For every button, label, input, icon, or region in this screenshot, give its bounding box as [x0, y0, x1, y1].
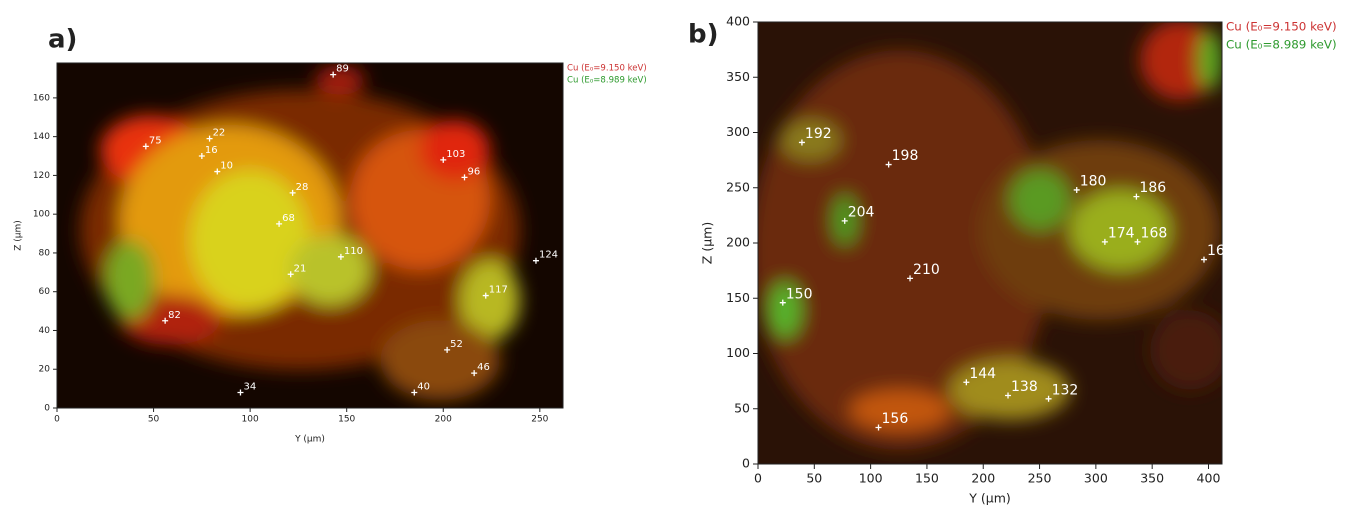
point-label: 192 — [805, 126, 832, 142]
point-label: 162 — [1207, 243, 1234, 259]
point-label: 204 — [848, 205, 875, 221]
y-tick-label: 140 — [33, 132, 50, 142]
y-tick-label: 60 — [39, 287, 51, 297]
point-label: 34 — [243, 381, 256, 392]
y-tick-label: 250 — [726, 179, 750, 194]
point-label: 210 — [913, 262, 940, 278]
y-tick-label: 400 — [726, 14, 750, 29]
point-label: 186 — [1139, 180, 1166, 196]
point-label: 110 — [344, 246, 363, 257]
point-label: 103 — [446, 149, 465, 160]
point-label: 16 — [205, 145, 218, 156]
legend-entry: Cu (E₀=8.989 keV) — [1226, 38, 1337, 52]
y-tick-label: 200 — [726, 235, 750, 250]
legend-entry: Cu (E₀=9.150 keV) — [567, 64, 647, 74]
y-tick-label: 350 — [726, 69, 750, 84]
legend-entry: Cu (E₀=8.989 keV) — [567, 76, 647, 86]
point-label: 144 — [969, 366, 996, 382]
x-axis-label: Y (μm) — [294, 435, 325, 445]
y-tick-label: 0 — [742, 456, 750, 471]
legend-entry: Cu (E₀=9.150 keV) — [1226, 20, 1337, 34]
x-axis-label: Y (μm) — [968, 491, 1011, 506]
y-tick-label: 150 — [726, 290, 750, 305]
x-tick-label: 200 — [435, 415, 452, 425]
y-axis-label: Z (μm) — [700, 222, 715, 264]
point-label: 198 — [892, 148, 919, 164]
x-tick-label: 100 — [242, 415, 259, 425]
point-label: 52 — [450, 339, 463, 350]
point-label: 138 — [1011, 379, 1038, 395]
x-tick-label: 100 — [859, 471, 883, 486]
point-label: 82 — [168, 310, 181, 321]
y-tick-label: 40 — [39, 326, 51, 336]
panel-label: a) — [48, 25, 77, 55]
x-tick-label: 400 — [1197, 471, 1221, 486]
point-label: 46 — [477, 362, 490, 373]
point-label: 124 — [539, 250, 558, 261]
x-tick-label: 150 — [338, 415, 355, 425]
x-tick-label: 250 — [531, 415, 548, 425]
y-tick-label: 300 — [726, 124, 750, 139]
point-label: 117 — [489, 285, 508, 296]
point-label: 180 — [1080, 174, 1107, 190]
x-tick-label: 0 — [754, 471, 762, 486]
y-tick-label: 100 — [33, 210, 50, 220]
point-label: 96 — [468, 166, 481, 177]
x-tick-label: 0 — [54, 415, 60, 425]
y-tick-label: 50 — [734, 400, 750, 415]
image-b — [750, 20, 1230, 464]
point-label: 150 — [786, 286, 813, 302]
y-tick-label: 80 — [39, 248, 51, 258]
x-tick-label: 350 — [1140, 471, 1164, 486]
point-label: 40 — [417, 381, 430, 392]
figure: a)Y (μm)Z (μm)05010015020025002040608010… — [0, 0, 1353, 508]
y-tick-label: 0 — [44, 404, 50, 414]
x-tick-label: 150 — [915, 471, 939, 486]
point-label: 174 — [1108, 225, 1135, 241]
point-label: 21 — [294, 263, 307, 274]
point-label: 168 — [1141, 225, 1168, 241]
panel-label: b) — [688, 20, 719, 50]
x-tick-label: 50 — [148, 415, 160, 425]
point-label: 132 — [1052, 382, 1079, 398]
point-label: 156 — [882, 411, 909, 427]
point-label: 68 — [282, 213, 295, 224]
y-tick-label: 120 — [33, 171, 50, 181]
y-axis-label: Z (μm) — [14, 220, 24, 251]
x-tick-label: 250 — [1028, 471, 1052, 486]
y-tick-label: 100 — [726, 345, 750, 360]
y-tick-label: 20 — [39, 365, 51, 375]
point-label: 75 — [149, 135, 162, 146]
x-tick-label: 200 — [971, 471, 995, 486]
y-tick-label: 160 — [33, 93, 50, 103]
point-label: 22 — [213, 128, 226, 139]
x-tick-label: 50 — [806, 471, 822, 486]
point-label: 89 — [336, 64, 349, 75]
point-label: 10 — [220, 161, 233, 172]
x-tick-label: 300 — [1084, 471, 1108, 486]
image-a — [57, 63, 563, 408]
point-label: 28 — [296, 182, 309, 193]
